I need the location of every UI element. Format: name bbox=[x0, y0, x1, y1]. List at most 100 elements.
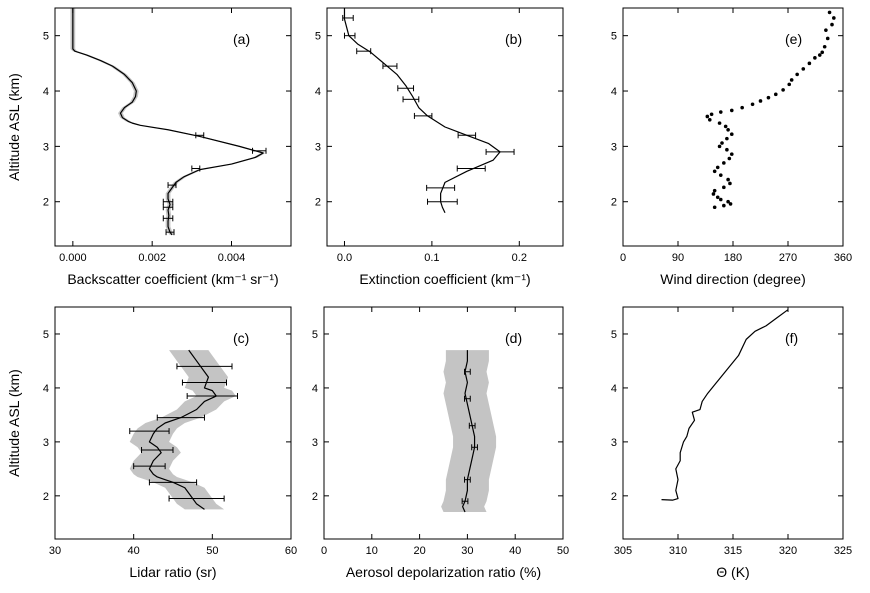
error-bar bbox=[464, 476, 471, 483]
panel-label: (c) bbox=[233, 330, 249, 346]
plot-frame bbox=[54, 306, 292, 540]
x-tick-label: 40 bbox=[128, 545, 140, 557]
error-bar bbox=[181, 379, 227, 386]
data-point bbox=[712, 205, 717, 210]
error-bar bbox=[133, 463, 166, 470]
y-tick-label: 5 bbox=[611, 329, 617, 341]
data-point bbox=[830, 22, 834, 27]
data-point bbox=[787, 82, 792, 87]
data-point bbox=[725, 136, 729, 141]
data-point bbox=[715, 165, 720, 170]
x-tick-label: 0.2 bbox=[512, 252, 527, 264]
data-point bbox=[789, 78, 794, 82]
y-tick-label: 3 bbox=[611, 141, 617, 153]
y-tick-label: 4 bbox=[315, 86, 321, 98]
data-point bbox=[722, 161, 726, 165]
data-point bbox=[729, 152, 734, 156]
data-point bbox=[707, 118, 712, 122]
y-tick-label: 3 bbox=[43, 437, 49, 449]
x-axis-label: Extinction coefficient (km⁻¹) bbox=[359, 271, 530, 287]
x-tick-label: 270 bbox=[779, 252, 797, 264]
x-tick-label: 0 bbox=[620, 252, 626, 264]
x-tick-label: 0.000 bbox=[59, 252, 87, 264]
panel-label: (f) bbox=[785, 330, 798, 346]
error-bar bbox=[168, 495, 225, 502]
error-bar bbox=[356, 48, 372, 55]
error-bar bbox=[468, 422, 476, 429]
data-point bbox=[728, 202, 733, 206]
error-bar bbox=[162, 198, 174, 205]
y-tick-label: 3 bbox=[43, 141, 49, 153]
x-tick-label: 0.1 bbox=[424, 252, 439, 264]
error-bar bbox=[176, 363, 233, 370]
panel-label: (e) bbox=[785, 31, 802, 47]
x-tick-label: 50 bbox=[206, 545, 218, 557]
x-tick-label: 180 bbox=[724, 252, 742, 264]
data-point bbox=[801, 67, 806, 71]
data-point bbox=[766, 95, 771, 100]
y-tick-label: 4 bbox=[611, 86, 617, 98]
x-tick-label: 0.0 bbox=[337, 252, 352, 264]
panel-label: (d) bbox=[505, 330, 522, 346]
x-tick-label: 10 bbox=[366, 545, 378, 557]
error-bar bbox=[461, 498, 469, 505]
y-tick-label: 3 bbox=[611, 437, 617, 449]
x-tick-label: 305 bbox=[614, 545, 632, 557]
y-tick-label: 4 bbox=[312, 383, 318, 395]
error-bar bbox=[426, 184, 456, 191]
y-axis-label: Altitude ASL (km) bbox=[6, 73, 22, 181]
data-point bbox=[729, 132, 734, 136]
panel-d: 0 10 20 30 40 50 2 3 4 5 (d) Aerosol depolarization… bbox=[312, 306, 569, 580]
x-tick-label: 315 bbox=[724, 545, 742, 557]
profile-line bbox=[343, 8, 501, 214]
error-bar bbox=[427, 198, 458, 205]
error-bar bbox=[464, 368, 471, 375]
data-point bbox=[718, 197, 723, 202]
y-tick-label: 5 bbox=[43, 329, 49, 341]
data-point bbox=[773, 92, 778, 97]
x-axis-label: Backscatter coefficient (km⁻¹ sr⁻¹) bbox=[67, 271, 278, 287]
error-bar bbox=[195, 132, 205, 139]
data-point bbox=[827, 10, 832, 15]
x-tick-label: 0 bbox=[321, 545, 327, 557]
uncertainty-band bbox=[129, 350, 236, 510]
data-point bbox=[718, 110, 723, 114]
data-point bbox=[723, 124, 728, 129]
x-tick-label: 90 bbox=[672, 252, 684, 264]
panel-c: 30 40 50 60 2 3 4 5 (c) Lidar ratio (sr) Altitude … bbox=[6, 306, 297, 580]
data-point bbox=[832, 16, 836, 20]
panel-a: 0.000 0.002 0.004 2 3 4 5 (a) Backscatter coeffi… bbox=[6, 7, 292, 287]
x-tick-label: 20 bbox=[413, 545, 425, 557]
x-tick-label: 30 bbox=[49, 545, 61, 557]
data-point bbox=[722, 185, 726, 190]
x-axis-label: Aerosol depolarization ratio (%) bbox=[346, 564, 541, 580]
error-bar bbox=[343, 32, 356, 39]
profile-line bbox=[148, 349, 217, 510]
data-point bbox=[725, 147, 729, 152]
y-tick-label: 2 bbox=[611, 491, 617, 503]
error-bar bbox=[165, 229, 175, 236]
error-bar bbox=[162, 204, 174, 211]
data-point bbox=[726, 199, 730, 204]
y-tick-label: 3 bbox=[312, 437, 318, 449]
y-tick-label: 2 bbox=[43, 491, 49, 503]
plot-frame bbox=[54, 7, 292, 247]
data-point bbox=[709, 112, 714, 117]
data-point bbox=[822, 44, 827, 49]
y-tick-label: 2 bbox=[611, 197, 617, 209]
y-tick-label: 5 bbox=[315, 31, 321, 43]
panel-label: (b) bbox=[505, 31, 522, 47]
data-point bbox=[717, 144, 722, 149]
panel-b: 0.0 0.1 0.2 2 3 4 5 (b) Extinction coefficient (… bbox=[315, 7, 564, 287]
x-tick-label: 0.004 bbox=[218, 252, 246, 264]
data-point bbox=[722, 203, 726, 208]
data-point bbox=[781, 88, 785, 92]
data-point bbox=[712, 169, 717, 174]
error-bar bbox=[252, 147, 267, 154]
data-point bbox=[720, 141, 724, 145]
y-tick-label: 2 bbox=[43, 197, 49, 209]
x-tick-label: 360 bbox=[834, 252, 852, 264]
plot-frame bbox=[622, 7, 844, 247]
y-tick-label: 5 bbox=[312, 329, 318, 341]
